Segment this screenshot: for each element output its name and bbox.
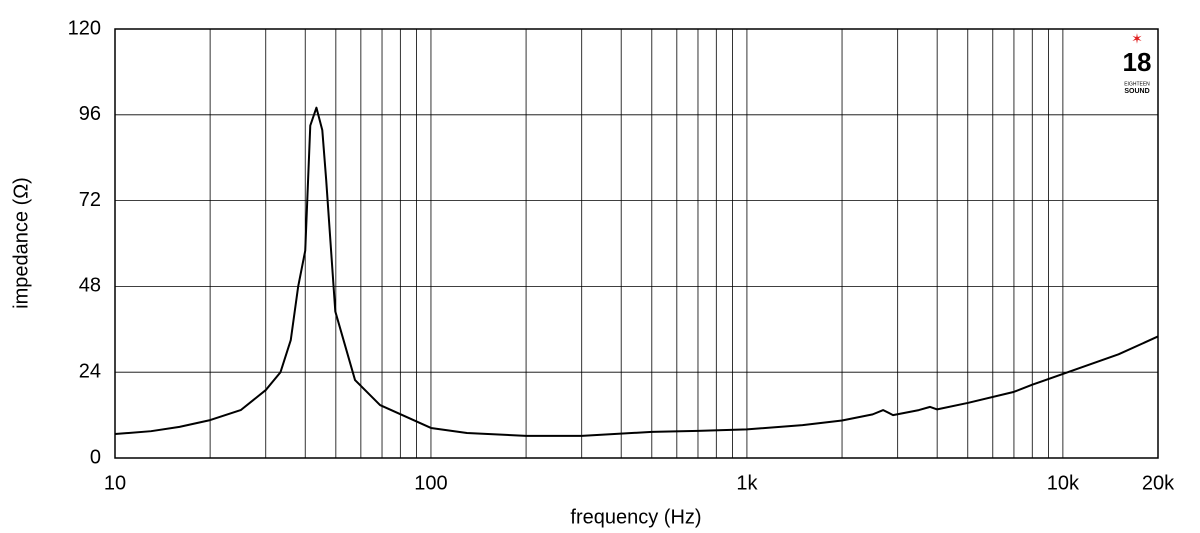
y-tick-label: 72 [79, 189, 101, 211]
y-tick-label: 0 [90, 446, 101, 468]
y-tick-label: 96 [79, 103, 101, 125]
x-tick-label: 10 [104, 472, 126, 494]
x-tick-label: 10k [1047, 472, 1080, 494]
logo-number: 18 [1123, 47, 1152, 77]
logo-star: ✶ [1131, 31, 1143, 47]
y-tick-label: 24 [79, 360, 101, 382]
y-tick-label: 120 [68, 17, 101, 39]
logo: ✶ 18 EIGHTEEN SOUND [1123, 31, 1152, 95]
logo-line1: EIGHTEEN [1124, 81, 1150, 87]
x-tick-label: 20k [1142, 472, 1175, 494]
x-axis-label: frequency (Hz) [570, 506, 701, 528]
x-tick-label: 100 [414, 472, 447, 494]
plot-frame [114, 28, 1159, 459]
logo-line2: SOUND [1124, 88, 1149, 95]
y-tick-label: 48 [79, 275, 101, 297]
y-axis-label: impedance (Ω) [10, 177, 32, 309]
x-tick-label: 1k [736, 472, 758, 494]
impedance-curve [114, 106, 1159, 437]
